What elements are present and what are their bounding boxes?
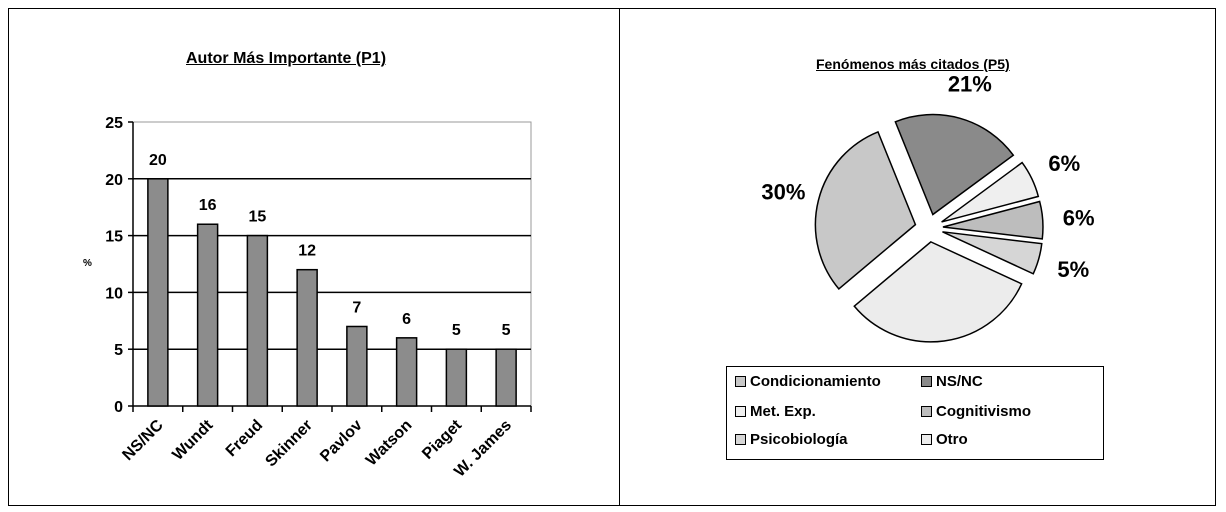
legend-swatch [735, 434, 746, 445]
legend-label: Cognitivismo [936, 403, 1032, 420]
pie-slice [814, 130, 917, 290]
y-tick-label: 5 [114, 342, 123, 359]
pie-data-label: 5% [1057, 257, 1089, 282]
pie-data-label: 6% [1063, 206, 1095, 231]
y-axis-label: % [83, 258, 92, 269]
legend-swatch [921, 376, 932, 387]
legend-item: Psicobiología [735, 431, 848, 448]
legend-label: Otro [936, 431, 968, 448]
figure-frame [8, 8, 1216, 506]
x-tick-label: Watson [363, 417, 415, 469]
pie-data-label: 30% [761, 180, 805, 205]
bar [147, 178, 169, 407]
legend-swatch [921, 406, 932, 417]
legend-swatch [735, 376, 746, 387]
legend-item: Cognitivismo [921, 403, 1031, 420]
legend-label: Psicobiología [750, 431, 848, 448]
bar [296, 268, 318, 407]
bar-data-label: 7 [352, 299, 361, 316]
legend-label: NS/NC [936, 373, 983, 390]
x-tick-label: Wundt [169, 416, 216, 463]
bar-data-label: 6 [402, 311, 411, 328]
pie-slice [941, 161, 1040, 223]
legend-item: NS/NC [921, 373, 983, 390]
legend-label: Met. Exp. [750, 403, 816, 420]
pie-chart-title: Fenómenos más citados (P5) [816, 56, 1010, 72]
pie-slice [894, 113, 1015, 216]
legend-swatch [921, 434, 932, 445]
y-tick-label: 25 [105, 115, 123, 132]
bar-data-label: 20 [149, 152, 167, 169]
x-tick-label: NS/NC [119, 416, 167, 464]
legend-item: Otro [921, 431, 968, 448]
bar-chart-title: Autor Más Importante (P1) [186, 50, 387, 67]
bar [395, 337, 418, 407]
bar-chart: 0 5 10 15 20 25% 20 NS/NC 16 Wundt 15 Freud 12 Skinne… [83, 115, 532, 480]
bar-data-label: 12 [298, 243, 316, 260]
bar-data-label: 15 [248, 209, 266, 226]
pie-slice [942, 200, 1044, 240]
x-tick-label: Skinner [262, 417, 316, 471]
y-tick-label: 20 [105, 172, 123, 189]
y-tick-label: 15 [105, 229, 123, 246]
pie-chart: 30%21%6%6%5%32% [761, 72, 1095, 343]
y-tick-label: 0 [114, 399, 123, 416]
x-tick-label: Piaget [419, 416, 465, 462]
legend-swatch [735, 406, 746, 417]
bar [445, 348, 468, 407]
x-tick-label: Pavlov [317, 417, 366, 466]
bar [196, 223, 219, 407]
pie-slice [942, 231, 1043, 275]
panel-divider [619, 8, 620, 506]
plot-area [132, 121, 532, 407]
bar [495, 348, 517, 407]
bar [346, 325, 368, 407]
pie-data-label: 21% [948, 72, 992, 97]
bar [246, 234, 269, 407]
pie-slice [853, 240, 1023, 343]
bar-data-label: 5 [502, 322, 511, 339]
bar-data-label: 5 [452, 322, 461, 339]
legend-item: Condicionamiento [735, 373, 881, 390]
bar-data-label: 16 [199, 197, 217, 214]
pie-data-label: 6% [1048, 151, 1080, 176]
y-tick-label: 10 [105, 285, 123, 302]
legend-label: Condicionamiento [750, 373, 881, 390]
legend-item: Met. Exp. [735, 403, 816, 420]
pie-legend: Condicionamiento NS/NC Met. Exp. Cogniti… [726, 366, 1104, 460]
x-tick-label: Freud [223, 417, 266, 460]
